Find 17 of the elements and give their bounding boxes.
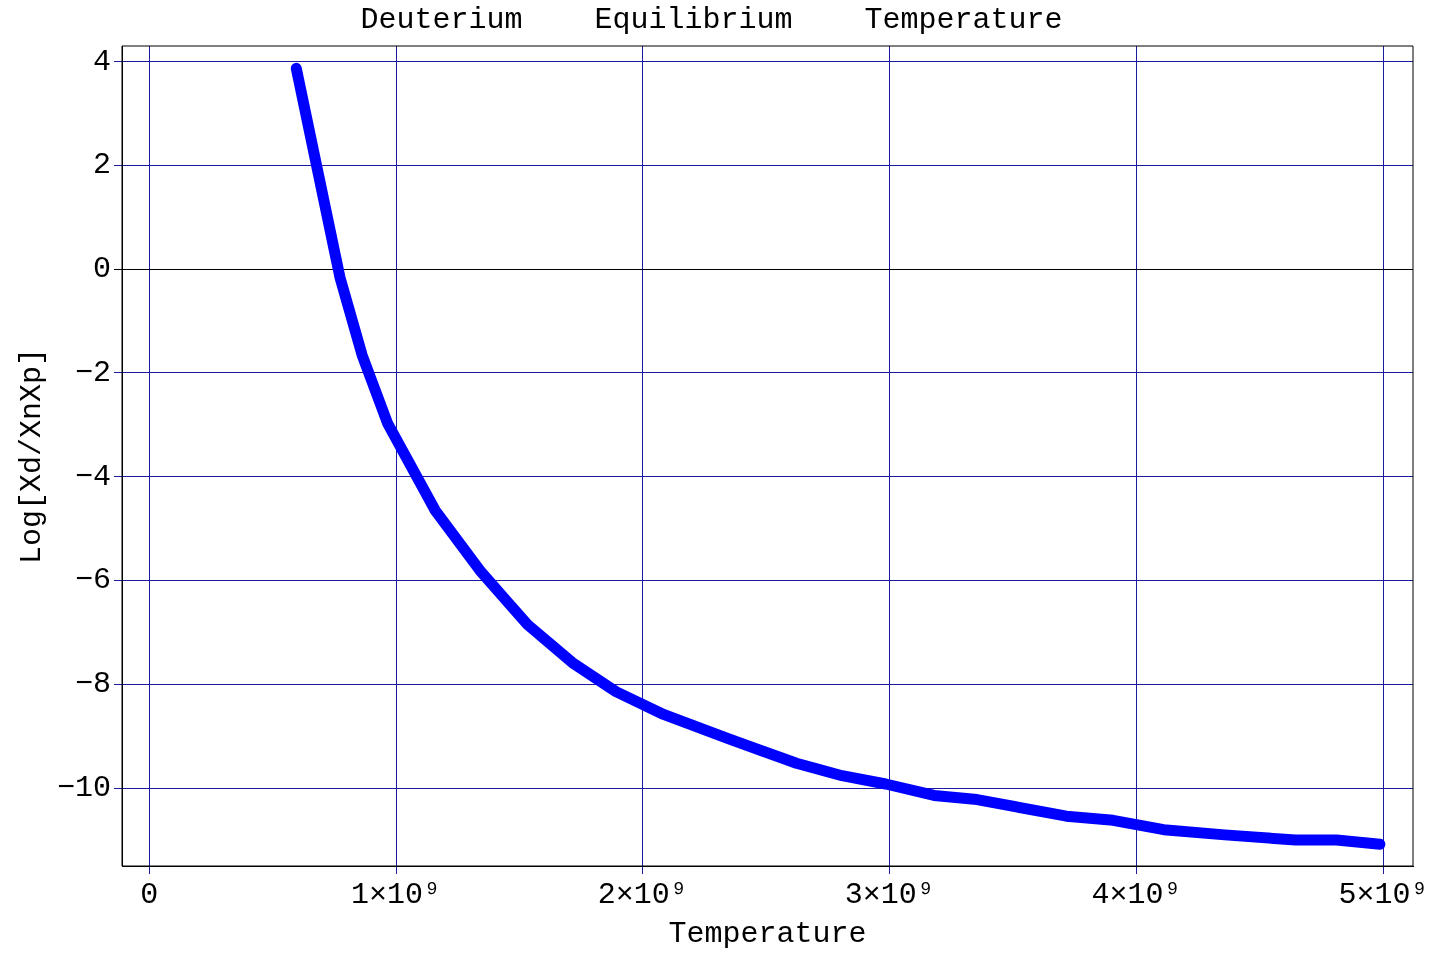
y-tick-label: 4 xyxy=(92,44,112,79)
x-tick-label: 5×10⁹ xyxy=(1338,877,1429,912)
x-tick-label: 0 xyxy=(140,877,159,912)
chart-title: Deuterium Equilibrium Temperature xyxy=(360,2,1063,37)
x-tick-label: 1×10⁹ xyxy=(351,877,442,912)
x-tick-label: 3×10⁹ xyxy=(844,877,935,912)
x-tick-label: 2×10⁹ xyxy=(597,877,688,912)
y-tick-label: −4 xyxy=(74,459,112,494)
y-tick-label: 2 xyxy=(92,148,112,183)
x-tick-label: 4×10⁹ xyxy=(1091,877,1182,912)
y-axis-title: Log[Xd/XnXp] xyxy=(14,347,49,565)
x-axis-title: Temperature xyxy=(668,916,867,951)
y-tick-label: −8 xyxy=(74,667,112,702)
y-tick-label: −6 xyxy=(74,563,112,598)
y-tick-label: −10 xyxy=(56,771,112,806)
y-tick-label: −2 xyxy=(74,355,112,390)
y-tick-label: 0 xyxy=(92,252,112,287)
